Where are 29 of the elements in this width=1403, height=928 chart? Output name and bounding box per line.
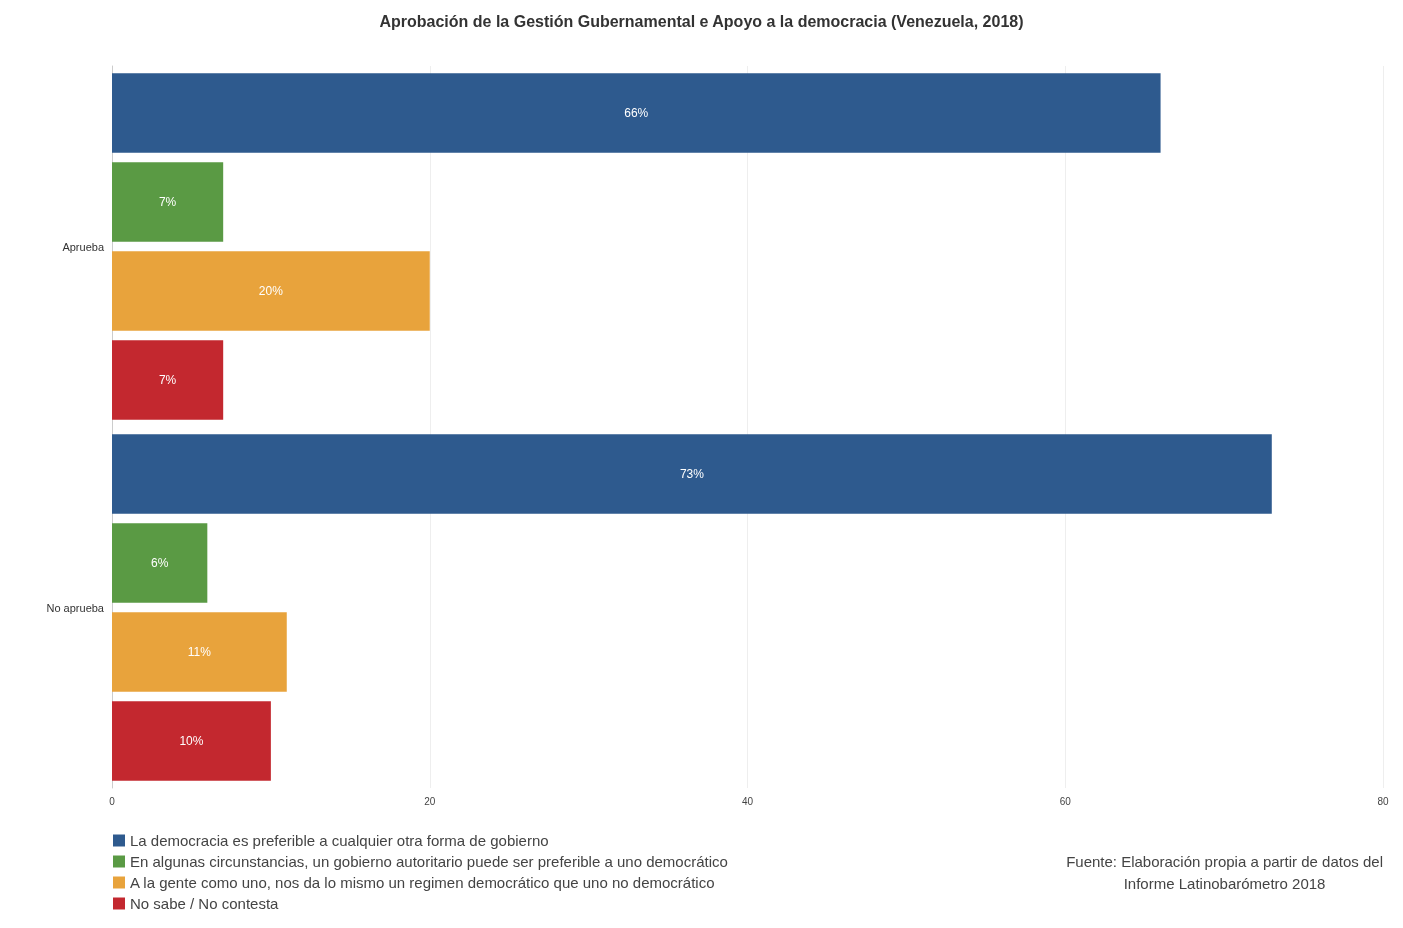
legend-label: En algunas circunstancias, un gobierno autoritario puede ser preferible a uno democrático — [130, 853, 728, 870]
data-label: 73% — [679, 466, 705, 481]
legend-label: A la gente como uno, nos da lo mismo un regimen democrático que uno no democrático — [130, 874, 715, 891]
data-label: 7% — [158, 194, 177, 209]
x-tick-label: 20 — [424, 795, 436, 807]
data-label: 66% — [624, 105, 649, 120]
data-label: 10% — [179, 734, 204, 749]
data-label: 11% — [187, 645, 212, 660]
data-label: 20% — [258, 284, 284, 299]
bar — [112, 523, 208, 603]
x-tick-label: 0 — [109, 795, 116, 807]
bar — [112, 340, 224, 420]
legend-label: La democracia es preferible a cualquier otra forma de gobierno — [130, 832, 549, 849]
legend-label: No sabe / No contesta — [130, 895, 280, 912]
y-tick-label: No aprueba — [46, 601, 105, 614]
x-tick-label: 80 — [1377, 795, 1389, 807]
data-label: 7% — [158, 373, 177, 388]
bar — [112, 701, 271, 781]
y-tick-label: Aprueba — [62, 240, 105, 253]
chart-title: Aprobación de la Gestión Gubernamental e Apoyo a la democracia (Venezuela, 2018) — [379, 12, 1024, 30]
bar — [112, 251, 430, 331]
bar — [112, 612, 287, 692]
x-tick-label: 40 — [741, 795, 754, 807]
x-tick-label: 60 — [1059, 795, 1072, 807]
data-label: 6% — [150, 555, 169, 570]
bar — [112, 73, 1161, 153]
bar — [112, 434, 1272, 514]
bar — [112, 162, 224, 242]
source-note: Fuente: Elaboración propia a partir de datos del Informe Latinobarómetro 2018 — [1066, 852, 1383, 892]
